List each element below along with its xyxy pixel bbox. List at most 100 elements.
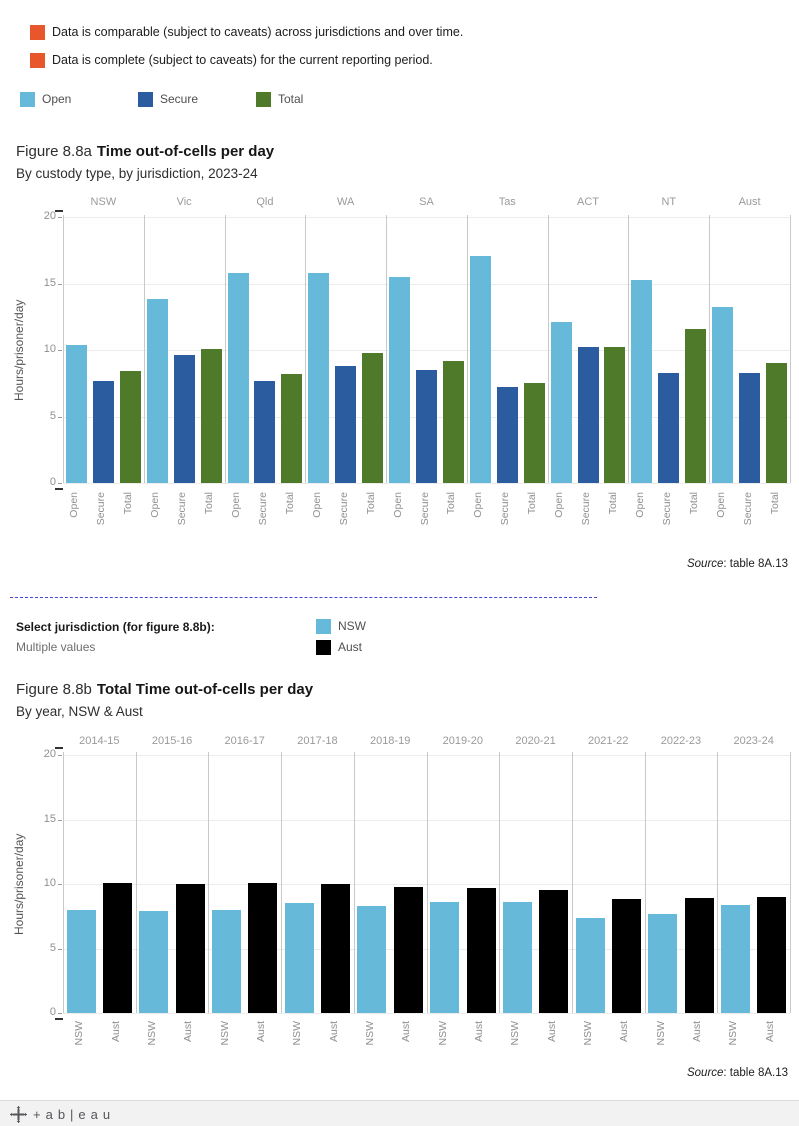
bar-open-aust[interactable] [712, 307, 734, 483]
panel-header-nsw: NSW [90, 196, 117, 208]
caveat-indicator-icon [30, 24, 45, 40]
x-label-aust-2017-18: Aust [327, 1021, 340, 1043]
x-label-aust-2021-22: Aust [618, 1021, 631, 1043]
bar-open-nt[interactable] [631, 279, 653, 483]
legend-label: Aust [338, 640, 363, 654]
bar-aust-2017-18[interactable] [321, 884, 351, 1013]
caveat-item: Data is comparable (subject to caveats) … [30, 24, 463, 40]
bar-nsw-2017-18[interactable] [284, 903, 314, 1013]
x-label-aust-2023-24: Aust [763, 1021, 776, 1043]
bar-total-qld[interactable] [281, 373, 303, 483]
legend-item-open[interactable]: Open [20, 91, 71, 107]
bar-open-tas[interactable] [469, 255, 491, 483]
x-label-aust-2015-16: Aust [182, 1021, 195, 1043]
bar-total-tas[interactable] [523, 383, 545, 483]
gridline-20 [63, 217, 790, 218]
axis-end-tick [55, 488, 63, 490]
bar-nsw-2023-24[interactable] [720, 904, 750, 1013]
bar-total-sa[interactable] [442, 360, 464, 483]
bar-open-vic[interactable] [146, 299, 168, 483]
x-label-nsw-2020-21: NSW [509, 1021, 522, 1046]
x-label-open-nsw: Open [68, 492, 81, 518]
figure-a-subtitle: By custody type, by jurisdiction, 2023-2… [16, 166, 258, 181]
x-label-secure-act: Secure [580, 492, 593, 526]
bar-secure-aust[interactable] [739, 372, 761, 483]
panel-separator [224, 215, 226, 483]
y-tick-mark [58, 483, 62, 484]
panel-separator [305, 215, 307, 483]
x-label-nsw-2018-19: NSW [363, 1021, 376, 1046]
bar-open-qld[interactable] [227, 272, 249, 483]
panel-separator [135, 752, 137, 1013]
bar-secure-nsw[interactable] [92, 380, 114, 483]
bar-nsw-2021-22[interactable] [575, 917, 605, 1013]
panel-header-2018-19: 2018-19 [369, 735, 411, 747]
panel-header-2014-15: 2014-15 [79, 735, 120, 747]
y-tick-label-20: 20 [43, 748, 56, 760]
figure-b-subtitle: By year, NSW & Aust [16, 704, 143, 719]
bar-nsw-2018-19[interactable] [357, 905, 387, 1013]
bar-nsw-2016-17[interactable] [212, 909, 242, 1013]
caveat-text: Data is complete (subject to caveats) fo… [52, 53, 433, 67]
bar-open-act[interactable] [550, 322, 572, 483]
bar-open-sa[interactable] [389, 276, 411, 483]
legend-item-secure[interactable]: Secure [138, 91, 198, 107]
jurisdiction-filter-dropdown[interactable]: Multiple values [16, 640, 96, 654]
x-label-aust-2018-19: Aust [400, 1021, 413, 1043]
bar-total-nt[interactable] [685, 328, 707, 483]
figure-a-title-prefix: Figure 8.8a [16, 143, 92, 160]
bar-aust-2019-20[interactable] [466, 887, 496, 1013]
bar-aust-2021-22[interactable] [611, 899, 641, 1013]
bar-secure-wa[interactable] [335, 365, 357, 483]
bar-aust-2022-23[interactable] [684, 898, 714, 1013]
bar-secure-vic[interactable] [173, 355, 195, 483]
x-label-open-nt: Open [633, 492, 646, 518]
bar-total-vic[interactable] [200, 348, 222, 483]
panel-header-qld: Qld [256, 196, 274, 208]
bar-nsw-2022-23[interactable] [648, 913, 678, 1013]
x-label-aust-2019-20: Aust [473, 1021, 486, 1043]
y-tick-label-15: 15 [43, 812, 56, 825]
bar-aust-2023-24[interactable] [757, 896, 787, 1013]
legend-label: Open [42, 92, 72, 106]
bar-aust-2014-15[interactable] [103, 882, 133, 1013]
bar-total-nsw[interactable] [119, 371, 141, 483]
bar-nsw-2015-16[interactable] [139, 911, 169, 1013]
bar-aust-2018-19[interactable] [393, 886, 423, 1013]
bar-open-nsw[interactable] [65, 344, 87, 483]
section-divider [10, 597, 597, 598]
bar-secure-nt[interactable] [658, 372, 680, 483]
y-tick-label-0: 0 [49, 476, 56, 488]
legend-item-total[interactable]: Total [256, 91, 303, 107]
x-label-open-tas: Open [472, 492, 485, 518]
bar-secure-act[interactable] [577, 347, 599, 483]
bar-nsw-2019-20[interactable] [430, 902, 460, 1013]
bar-aust-2020-21[interactable] [539, 890, 569, 1013]
tableau-logo[interactable]: +ab|eau [10, 1105, 115, 1123]
bar-open-wa[interactable] [308, 272, 330, 483]
bar-secure-qld[interactable] [254, 380, 276, 483]
legend-item-nsw[interactable]: NSW [316, 618, 366, 634]
caveat-indicator-icon [30, 52, 45, 68]
y-tick-mark [58, 755, 62, 756]
panel-header-aust: Aust [738, 196, 761, 208]
bar-nsw-2014-15[interactable] [66, 909, 96, 1013]
panel-separator [63, 215, 64, 483]
bar-total-act[interactable] [604, 347, 626, 483]
panel-separator [790, 752, 791, 1013]
bar-secure-tas[interactable] [496, 387, 518, 483]
bar-aust-2015-16[interactable] [175, 884, 205, 1013]
figure-b-title-prefix: Figure 8.8b [16, 681, 92, 698]
panel-header-2017-18: 2017-18 [297, 735, 338, 747]
panel-separator [386, 215, 388, 483]
bar-nsw-2020-21[interactable] [502, 902, 532, 1013]
x-label-total-aust: Total [768, 492, 781, 515]
bar-secure-sa[interactable] [416, 369, 437, 483]
legend-item-aust[interactable]: Aust [316, 639, 362, 655]
panel-header-2023-24: 2023-24 [733, 735, 774, 747]
bar-total-wa[interactable] [362, 352, 384, 483]
bar-aust-2016-17[interactable] [248, 882, 278, 1013]
panel-header-tas: Tas [498, 196, 516, 208]
bar-total-aust[interactable] [766, 363, 788, 483]
